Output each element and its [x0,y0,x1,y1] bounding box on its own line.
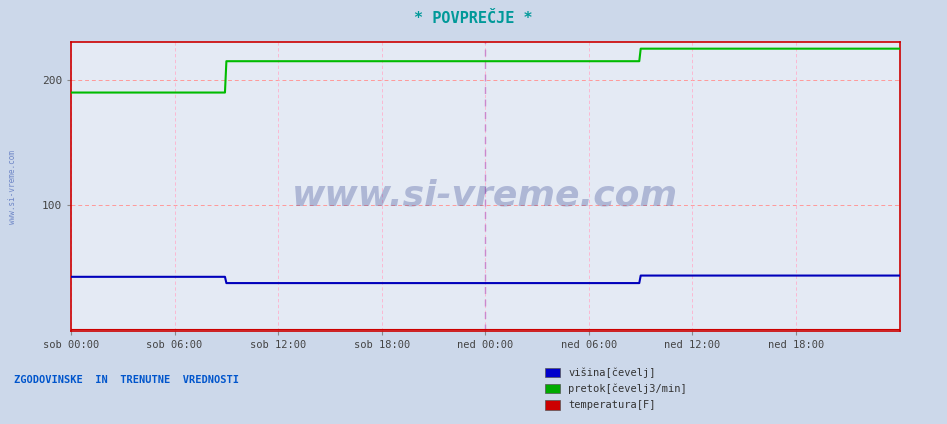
Text: temperatura[F]: temperatura[F] [568,400,655,410]
Text: pretok[čevelj3/min]: pretok[čevelj3/min] [568,384,687,394]
Text: * POVPREČJE *: * POVPREČJE * [414,11,533,25]
Text: ZGODOVINSKE  IN  TRENUTNE  VREDNOSTI: ZGODOVINSKE IN TRENUTNE VREDNOSTI [14,375,240,385]
Text: višina[čevelj]: višina[čevelj] [568,368,655,378]
Text: www.si-vreme.com: www.si-vreme.com [8,150,17,223]
Text: www.si-vreme.com: www.si-vreme.com [293,178,678,212]
